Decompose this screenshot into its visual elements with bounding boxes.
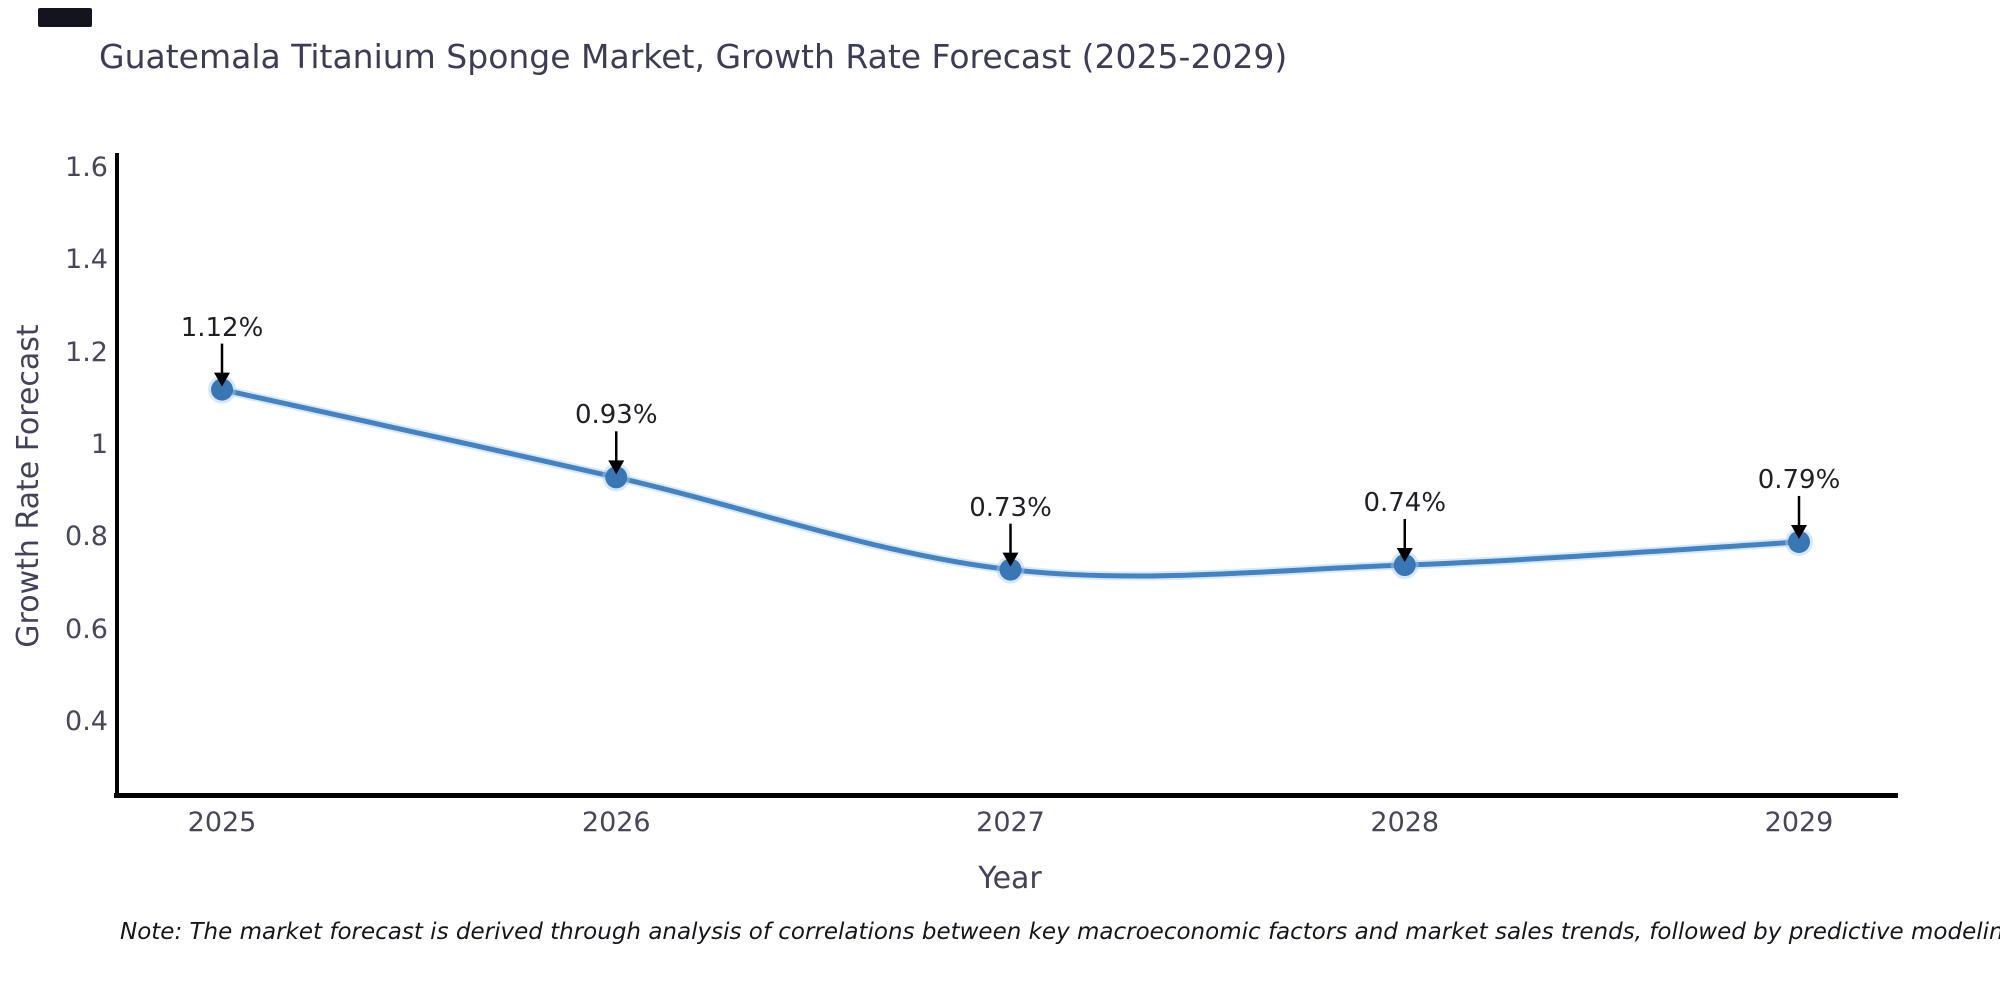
point-annotation: 1.12% [180,312,264,343]
data-point-marker [605,466,628,489]
data-point-marker [1393,554,1416,577]
x-tick-label: 2027 [976,807,1045,838]
y-tick-label: 1.2 [65,336,108,368]
x-tick-label: 2025 [187,807,257,838]
annotation-arrowhead [1791,524,1807,539]
chart-title: Guatemala Titanium Sponge Market, Growth… [99,37,1288,76]
y-tick-label: 0.6 [65,613,108,645]
corner-artifact [38,8,92,27]
data-point-marker [211,378,233,401]
annotation-arrowhead [1396,548,1413,563]
annotation-arrowhead [214,372,230,387]
note-text: Note: The market forecast is derived thr… [120,919,2000,945]
data-point-marker [1788,530,1810,553]
x-tick-label: 2026 [581,807,651,838]
point-annotation: 0.73% [969,492,1052,523]
y-tick-label: 0.8 [65,521,108,553]
x-tick-label: 2028 [1370,807,1440,838]
x-axis-title: Year [978,861,1042,896]
y-tick-label: 1.6 [65,151,108,183]
y-tick-label: 0.4 [65,706,108,737]
x-tick-label: 2029 [1764,807,1834,838]
point-annotation: 0.74% [1363,488,1447,519]
annotation-arrowhead [608,460,625,475]
point-annotation: 0.79% [1757,464,1841,495]
annotation-arrowhead [1002,552,1019,567]
y-tick-label: 1.4 [65,244,108,276]
y-axis-title: Growth Rate Forecast [11,324,46,648]
point-annotation: 0.93% [574,400,658,431]
y-tick-label: 1 [90,428,108,460]
data-point-marker [999,558,1022,581]
